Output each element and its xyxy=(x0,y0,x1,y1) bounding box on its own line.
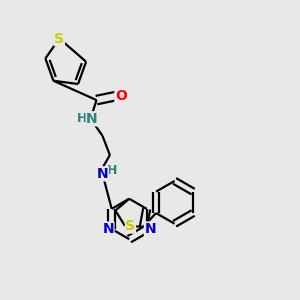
Text: N: N xyxy=(97,167,108,181)
Text: N: N xyxy=(145,222,156,236)
Text: N: N xyxy=(86,112,98,126)
Text: O: O xyxy=(115,89,127,103)
Text: H: H xyxy=(107,164,118,177)
Text: S: S xyxy=(125,219,136,233)
Text: H: H xyxy=(77,112,87,125)
Text: N: N xyxy=(102,222,114,236)
Text: S: S xyxy=(54,32,64,46)
